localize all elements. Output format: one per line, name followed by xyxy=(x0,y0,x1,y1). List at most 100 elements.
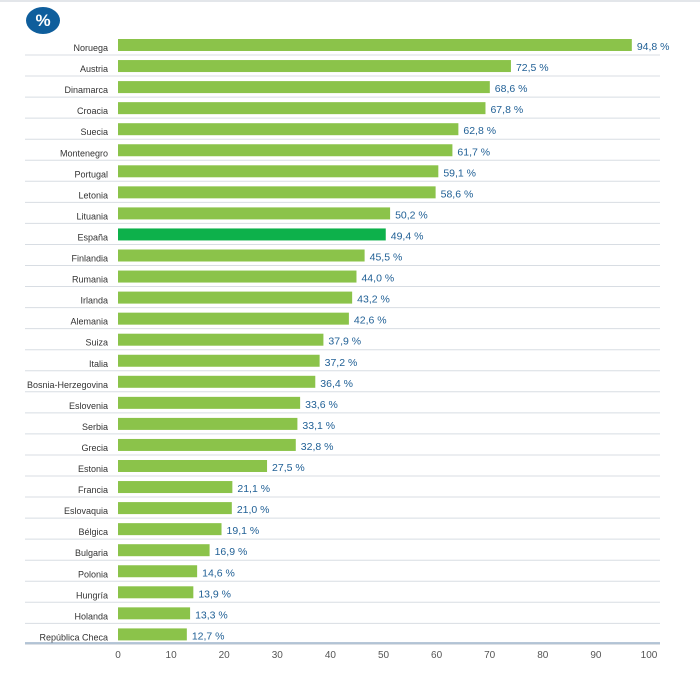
value-label: 36,4 % xyxy=(320,378,353,390)
category-label: Bosnia-Herzegovina xyxy=(27,380,108,390)
value-label: 61,7 % xyxy=(457,146,490,158)
x-tick-label: 30 xyxy=(272,650,284,661)
value-label: 50,2 % xyxy=(395,209,428,221)
value-label: 21,1 % xyxy=(237,483,270,495)
category-label: República Checa xyxy=(39,632,108,642)
x-tick-label: 40 xyxy=(325,650,337,661)
category-label: Croacia xyxy=(77,106,108,116)
category-label: Rumania xyxy=(72,275,108,285)
value-label: 27,5 % xyxy=(272,462,305,474)
bar xyxy=(118,375,316,388)
category-label: Estonia xyxy=(78,464,108,474)
value-label: 68,6 % xyxy=(495,83,528,95)
category-label: Portugal xyxy=(74,169,108,179)
category-label: Alemania xyxy=(70,317,108,327)
bar xyxy=(118,102,486,115)
bar xyxy=(118,39,632,51)
category-label: Francia xyxy=(78,485,108,495)
category-label: Finlandia xyxy=(71,254,108,264)
percent-badge: % xyxy=(26,7,60,34)
x-tick-label: 70 xyxy=(484,650,496,661)
bar xyxy=(118,291,353,304)
category-label: Montenegro xyxy=(60,148,108,158)
value-label: 58,6 % xyxy=(441,188,474,200)
category-label: Polonia xyxy=(78,569,108,579)
bar xyxy=(118,81,490,94)
bar xyxy=(118,123,459,136)
value-label: 12,7 % xyxy=(192,630,225,642)
bar xyxy=(118,502,232,515)
bar xyxy=(118,270,357,283)
category-label: Dinamarca xyxy=(64,85,108,95)
category-label: Bulgaria xyxy=(75,548,108,558)
bar xyxy=(118,417,298,430)
value-label: 13,9 % xyxy=(198,588,231,600)
category-label: Italia xyxy=(89,359,108,369)
x-tick-label: 90 xyxy=(590,650,602,661)
category-label: España xyxy=(77,232,108,242)
value-label: 43,2 % xyxy=(357,294,390,306)
category-label: Austria xyxy=(80,64,108,74)
bar xyxy=(118,165,439,178)
bar xyxy=(118,628,187,641)
value-label: 59,1 % xyxy=(443,167,476,179)
category-label: Holanda xyxy=(74,611,108,621)
value-label: 37,2 % xyxy=(325,357,358,369)
bar xyxy=(118,333,324,346)
bar xyxy=(118,565,198,578)
value-label: 16,9 % xyxy=(215,546,248,558)
bar xyxy=(118,144,453,157)
x-tick-label: 50 xyxy=(378,650,390,661)
category-label: Irlanda xyxy=(80,296,108,306)
category-label: Grecia xyxy=(81,443,108,453)
bar xyxy=(118,207,391,220)
value-label: 32,8 % xyxy=(301,441,334,453)
value-label: 49,4 % xyxy=(391,230,424,242)
bar xyxy=(118,228,386,241)
value-label: 45,5 % xyxy=(370,252,403,264)
category-label: Bélgica xyxy=(78,527,108,537)
bar xyxy=(118,396,301,409)
bar xyxy=(118,460,268,472)
category-label: Suiza xyxy=(85,338,108,348)
category-label: Lituania xyxy=(76,211,108,221)
top-border xyxy=(0,0,700,2)
value-label: 72,5 % xyxy=(516,62,549,74)
bar xyxy=(118,607,191,620)
category-label: Eslovenia xyxy=(69,401,108,411)
value-label: 21,0 % xyxy=(237,504,270,516)
value-label: 44,0 % xyxy=(361,273,394,285)
x-tick-label: 80 xyxy=(537,650,549,661)
category-label: Serbia xyxy=(82,422,108,432)
value-label: 94,8 % xyxy=(637,41,670,53)
bar xyxy=(118,438,296,451)
category-label: Eslovaquia xyxy=(64,506,108,516)
x-tick-label: 20 xyxy=(219,650,231,661)
category-label: Suecia xyxy=(80,127,108,137)
value-label: 14,6 % xyxy=(202,567,235,579)
bar xyxy=(118,523,222,536)
category-label: Letonia xyxy=(78,190,108,200)
value-label: 42,6 % xyxy=(354,315,387,327)
bar xyxy=(118,586,194,599)
x-tick-label: 60 xyxy=(431,650,443,661)
bar xyxy=(118,186,436,199)
value-label: 33,1 % xyxy=(302,420,335,432)
x-tick-label: 100 xyxy=(641,650,658,661)
value-label: 19,1 % xyxy=(227,525,260,537)
category-label: Noruega xyxy=(73,43,108,53)
category-label: Hungría xyxy=(76,590,108,600)
bar xyxy=(118,544,210,557)
bar xyxy=(118,312,349,325)
value-label: 62,8 % xyxy=(463,125,496,137)
bar xyxy=(118,249,365,262)
bar xyxy=(118,60,511,73)
bar xyxy=(118,354,320,367)
value-label: 33,6 % xyxy=(305,399,338,411)
bar xyxy=(118,481,233,494)
value-label: 67,8 % xyxy=(490,104,523,116)
value-label: 37,9 % xyxy=(328,336,361,348)
value-label: 13,3 % xyxy=(195,609,228,621)
x-tick-label: 10 xyxy=(166,650,178,661)
